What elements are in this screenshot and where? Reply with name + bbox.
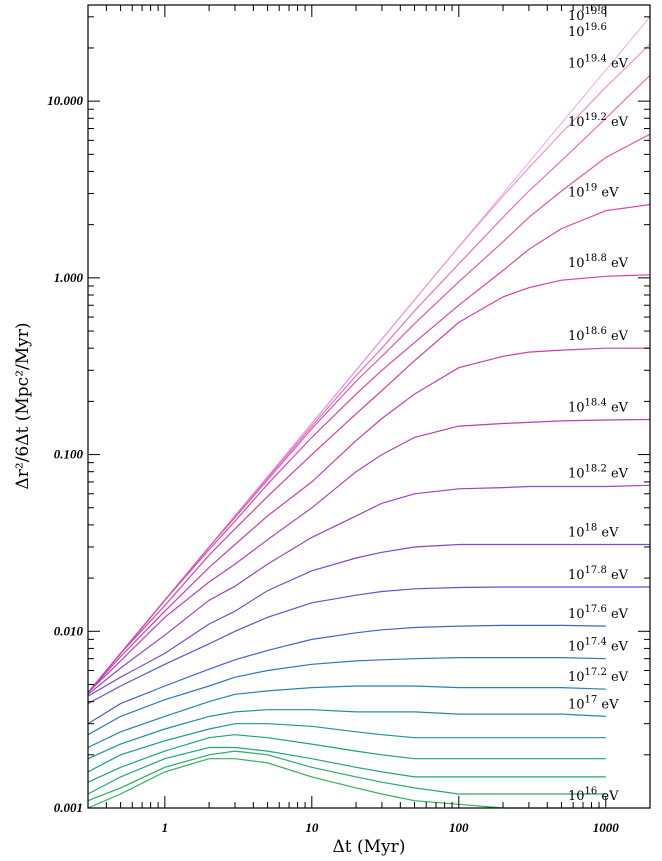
series-label: 1017.8 eV — [568, 565, 629, 583]
x-tick-label: 10 — [305, 820, 319, 835]
series-label-exponent: 18.8 — [585, 253, 607, 264]
series-label-exponent: 18 — [585, 522, 598, 533]
y-tick-label: 0.010 — [54, 623, 84, 638]
series-label-base: 10 — [568, 568, 585, 583]
series-label-unit: eV — [607, 466, 629, 481]
series-label-exponent: 16 — [585, 786, 598, 797]
series-line — [87, 347, 650, 694]
axis-tick-labels: 1 10 100 1000 0.001 0.010 0.100 1.000 10.000 — [47, 93, 619, 835]
series-label-unit: eV — [607, 329, 629, 344]
x-tick-label: 1 — [162, 820, 169, 835]
series-label-exponent: 19.6 — [585, 22, 607, 33]
series-label-unit: eV — [607, 640, 629, 655]
series-label-exponent: 19.2 — [585, 112, 607, 123]
y-tick-label: 1.000 — [54, 270, 84, 285]
series-label: 1019.2 eV — [568, 112, 629, 130]
series-label-base: 10 — [568, 607, 585, 622]
series-line — [87, 624, 606, 725]
series-label: 1017.2 eV — [568, 667, 629, 685]
series-label-exponent: 19 — [585, 183, 598, 194]
series-label-exponent: 18.6 — [585, 326, 607, 337]
series-label: 1019 eV — [568, 183, 619, 201]
x-axis-label: Δt (Myr) — [333, 837, 406, 857]
series-label-base: 10 — [568, 466, 585, 481]
series-line — [87, 484, 651, 695]
series-label-base: 10 — [568, 400, 585, 415]
series-label-exponent: 17.6 — [585, 604, 607, 615]
series-label: 1019.8 — [568, 6, 607, 24]
series-line — [87, 74, 651, 693]
series-line — [87, 657, 606, 736]
series-line — [87, 723, 606, 773]
series-line — [87, 685, 606, 749]
series-label-base: 10 — [568, 56, 585, 71]
series-label-unit: eV — [597, 525, 619, 540]
series-label-exponent: 17.4 — [585, 637, 607, 648]
series-label-exponent: 19.4 — [585, 53, 607, 64]
series-label-unit: eV — [607, 568, 629, 583]
series-label: 1018.6 eV — [568, 326, 629, 344]
series-line — [87, 274, 651, 693]
series-label-unit: eV — [607, 256, 629, 271]
series-label: 1018 eV — [568, 522, 619, 540]
series-label-base: 10 — [568, 525, 585, 540]
series-label-exponent: 17 — [585, 694, 598, 705]
y-axis-label: Δr²/6Δt (Mpc²/Myr) — [13, 322, 33, 489]
series-label-base: 10 — [568, 186, 585, 201]
series-line — [87, 203, 651, 693]
series-label-exponent: 18.2 — [585, 463, 607, 474]
series-label: 1017.6 eV — [568, 604, 629, 622]
series-label-exponent: 17.8 — [585, 565, 607, 576]
series-label-base: 10 — [568, 789, 585, 804]
series-label: 1018.2 eV — [568, 463, 629, 481]
x-tick-label: 100 — [449, 820, 469, 835]
series-label: 1019.4 eV — [568, 53, 629, 71]
series-line — [87, 746, 606, 795]
series-label-exponent: 19.8 — [585, 6, 607, 17]
series-label: 1018.4 eV — [568, 397, 629, 415]
series-label-base: 10 — [568, 670, 585, 685]
plot-frame — [87, 4, 651, 809]
x-tick-label: 1000 — [593, 820, 620, 835]
series-line — [87, 133, 651, 693]
series-line — [87, 543, 650, 697]
series-label-unit: eV — [607, 400, 629, 415]
y-tick-label: 0.001 — [54, 800, 83, 815]
series-label-unit: eV — [597, 697, 619, 712]
series-label: 1018.8 eV — [568, 253, 629, 271]
series-label: 1019.6 — [568, 22, 607, 40]
series-label-base: 10 — [568, 697, 585, 712]
series-label-exponent: 17.2 — [585, 667, 607, 678]
series-line — [87, 586, 650, 705]
series-line — [87, 750, 606, 802]
series-label-unit: eV — [607, 607, 629, 622]
y-tick-label: 0.100 — [54, 447, 84, 462]
series-label-base: 10 — [568, 9, 585, 24]
series-label-unit: eV — [607, 115, 629, 130]
series-label-base: 10 — [568, 640, 585, 655]
series-lines — [87, 16, 651, 809]
series-line — [87, 418, 651, 694]
series-label-base: 10 — [568, 25, 585, 40]
series-label-base: 10 — [568, 329, 585, 344]
series-label-base: 10 — [568, 256, 585, 271]
series-label-exponent: 18.4 — [585, 397, 607, 408]
series-line — [87, 734, 606, 783]
series-label-unit: eV — [597, 186, 619, 201]
series-label: 1016 eV — [568, 786, 619, 804]
axis-ticks — [87, 5, 651, 809]
series-label-unit: eV — [607, 670, 629, 685]
series-label: 1017 eV — [568, 694, 619, 712]
series-label: 1017.4 eV — [568, 637, 629, 655]
series-line — [87, 709, 606, 760]
series-label-unit: eV — [607, 56, 629, 71]
y-tick-label: 10.000 — [47, 93, 83, 108]
series-label-base: 10 — [568, 115, 585, 130]
series-label-unit: eV — [597, 789, 619, 804]
